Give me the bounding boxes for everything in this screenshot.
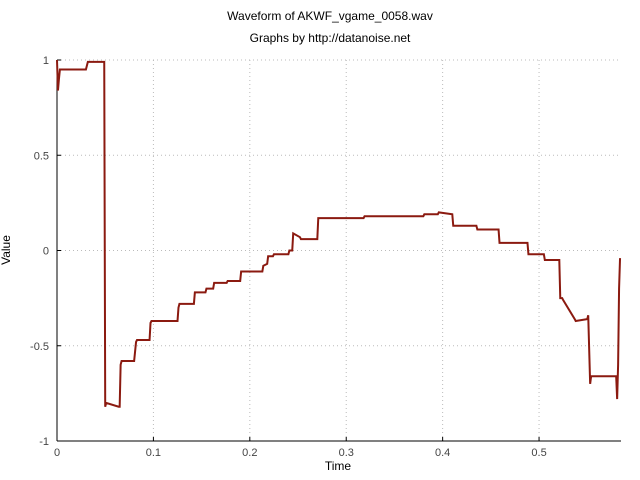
axes (56, 59, 621, 442)
y-tick-label: -1 (39, 436, 49, 448)
x-tick-label: 0.5 (531, 447, 546, 459)
x-tick-label: 0 (54, 447, 60, 459)
waveform-line (56, 59, 622, 408)
y-axis-label: Value (0, 235, 13, 265)
y-tick-label: -0.5 (30, 341, 49, 353)
y-tick-label: 0 (43, 246, 49, 258)
y-tick-label: 0.5 (34, 150, 49, 162)
chart-subtitle: Graphs by http://datanoise.net (250, 31, 411, 45)
tick-labels: 0 0.1 0.2 0.3 0.4 0.5 1 0.5 0 -0.5 -1 (30, 55, 547, 459)
x-axis-label: Time (325, 459, 352, 473)
x-tick-label: 0.3 (339, 447, 354, 459)
x-tick-label: 0.2 (242, 447, 257, 459)
x-tick-label: 0.1 (146, 447, 161, 459)
grid (57, 59, 621, 441)
chart-title: Waveform of AKWF_vgame_0058.wav (227, 9, 433, 23)
y-tick-label: 1 (43, 55, 49, 67)
x-tick-label: 0.4 (435, 447, 450, 459)
